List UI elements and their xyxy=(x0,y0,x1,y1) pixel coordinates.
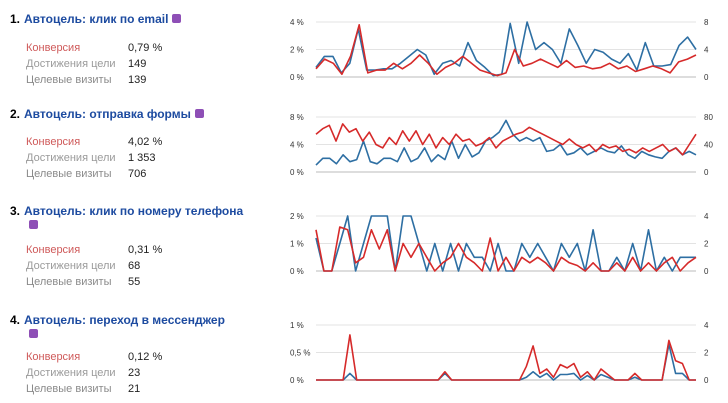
stat-label: Целевые визиты xyxy=(26,276,112,288)
stat-label: Конверсия xyxy=(26,244,81,256)
right-axis-tick: 40 xyxy=(704,141,713,150)
goal-title-link[interactable]: Автоцель: клик по email xyxy=(24,12,169,26)
right-axis-tick: 8 xyxy=(704,18,709,27)
left-axis-tick: 0,5 % xyxy=(290,349,310,358)
messenger-icon xyxy=(29,329,38,338)
stat-value: 68 xyxy=(128,260,141,272)
series-line xyxy=(315,226,697,272)
stat-value: 0,79 % xyxy=(128,42,163,54)
stat-label: Конверсия xyxy=(26,351,81,363)
stat-value: 4,02 % xyxy=(128,136,163,148)
goal-number: 3. xyxy=(10,204,21,218)
left-axis-tick: 0 % xyxy=(290,267,304,276)
goal-chart[interactable]: 2 % 1 % 0 % 4 2 0 xyxy=(290,204,728,284)
series-line xyxy=(315,123,697,156)
right-axis-tick: 2 xyxy=(704,240,709,249)
stat-value: 149 xyxy=(128,58,147,70)
series-line xyxy=(315,215,696,272)
goal-number: 1. xyxy=(10,12,21,26)
stat-label: Достижения цели xyxy=(26,367,116,379)
goal-header: 4. Автоцель: переход в мессенджер xyxy=(10,313,225,338)
stat-label: Конверсия xyxy=(26,136,81,148)
series-line xyxy=(316,334,696,381)
series-line xyxy=(315,21,697,77)
series-line xyxy=(315,24,697,77)
stat-value: 0,12 % xyxy=(128,351,163,363)
goal-title-link[interactable]: Автоцель: отправка формы xyxy=(24,107,191,121)
form-icon xyxy=(194,109,204,119)
stat-label: Достижения цели xyxy=(26,260,116,272)
left-axis-tick: 0 % xyxy=(290,376,304,385)
right-axis-tick: 4 xyxy=(704,46,709,55)
phone-icon xyxy=(29,220,38,229)
stat-value: 55 xyxy=(128,276,141,288)
goal-number: 4. xyxy=(10,313,21,327)
stat-value: 23 xyxy=(128,367,141,379)
goal-title-link[interactable]: Автоцель: переход в мессенджер xyxy=(24,313,225,327)
goal-chart[interactable]: 8 % 4 % 0 % 80 40 0 xyxy=(290,107,728,187)
stat-label: Целевые визиты xyxy=(26,74,112,86)
goal-chart[interactable]: 4 % 2 % 0 % 8 4 0 xyxy=(290,12,728,92)
left-axis-tick: 4 % xyxy=(290,18,304,27)
email-icon xyxy=(172,14,182,24)
goal-header: 2. Автоцель: отправка формы xyxy=(10,107,204,121)
series-line xyxy=(316,343,696,381)
left-axis-tick: 1 % xyxy=(290,240,304,249)
stat-label: Достижения цели xyxy=(26,152,116,164)
left-axis-tick: 0 % xyxy=(290,168,304,177)
goal-header: 3. Автоцель: клик по номеру телефона xyxy=(10,204,244,229)
goal-header: 1. Автоцель: клик по email xyxy=(10,12,182,26)
right-axis-tick: 80 xyxy=(704,113,713,122)
left-axis-tick: 8 % xyxy=(290,113,304,122)
stat-value: 139 xyxy=(128,74,147,86)
right-axis-tick: 0 xyxy=(704,267,709,276)
left-axis-tick: 1 % xyxy=(290,321,304,330)
stat-label: Конверсия xyxy=(26,42,81,54)
left-axis-tick: 4 % xyxy=(290,141,304,150)
left-axis-tick: 2 % xyxy=(290,212,304,221)
right-axis-tick: 2 xyxy=(704,349,709,358)
goal-number: 2. xyxy=(10,107,21,121)
right-axis-tick: 4 xyxy=(704,212,709,221)
goal-title-link[interactable]: Автоцель: клик по номеру телефона xyxy=(24,204,244,218)
stat-value: 1 353 xyxy=(128,152,156,164)
left-axis-tick: 2 % xyxy=(290,46,304,55)
right-axis-tick: 0 xyxy=(704,376,709,385)
stat-label: Достижения цели xyxy=(26,58,116,70)
stat-label: Целевые визиты xyxy=(26,168,112,180)
stat-value: 21 xyxy=(128,383,141,395)
right-axis-tick: 0 xyxy=(704,73,709,82)
stat-value: 0,31 % xyxy=(128,244,163,256)
right-axis-tick: 0 xyxy=(704,168,709,177)
stat-value: 706 xyxy=(128,168,147,180)
left-axis-tick: 0 % xyxy=(290,73,304,82)
goal-chart[interactable]: 1 % 0,5 % 0 % 4 2 0 xyxy=(290,313,728,393)
series-line xyxy=(315,119,697,166)
stat-label: Целевые визиты xyxy=(26,383,112,395)
right-axis-tick: 4 xyxy=(704,321,709,330)
